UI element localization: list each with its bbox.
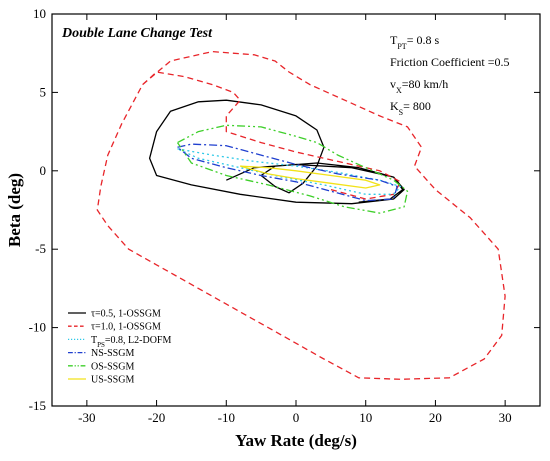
y-axis-title: Beta (deg) <box>5 173 24 247</box>
series-line-4 <box>177 143 398 202</box>
x-tick-label: 10 <box>359 410 372 425</box>
annotation-main: Friction Coefficient =0.5 <box>390 55 510 69</box>
series-line-1 <box>148 99 405 205</box>
legend-label-1: τ=0.5, 1-OSSGM <box>91 309 161 320</box>
legend-main: US-SSGM <box>91 375 134 386</box>
chart-title: Double Lane Change Test <box>61 26 213 41</box>
annotation-main: v <box>390 77 396 91</box>
y-tick-label: -10 <box>29 320 46 335</box>
legend-label-4: NS-SSGM <box>91 348 134 359</box>
series-line-5 <box>176 124 409 214</box>
series-line-3 <box>177 148 402 195</box>
x-tick-label: 20 <box>429 410 442 425</box>
x-tick-label: 30 <box>499 410 512 425</box>
legend-label-3: TPS=0.8, L2-DOFM <box>91 335 171 349</box>
annotation-rest: = 800 <box>403 99 431 113</box>
legend-main: τ=0.5, 1-OSSGM <box>91 309 161 320</box>
parameter-annotations: TPT= 0.8 s Friction Coefficient =0.5 vX=80… <box>390 33 510 117</box>
series-line-2 <box>96 50 506 380</box>
legend: τ=0.5, 1-OSSGM τ=1.0, 1-OSSGM TPS=0.8, L2-… <box>68 309 171 386</box>
legend-main: OS-SSGM <box>91 361 134 372</box>
annotation-main: K <box>390 99 399 113</box>
x-tick-label: -30 <box>78 410 95 425</box>
y-tick-label: 0 <box>40 163 47 178</box>
legend-rest: =0.8, L2-DOFM <box>105 335 172 346</box>
legend-main: τ=1.0, 1-OSSGM <box>91 322 161 333</box>
legend-label-2: τ=1.0, 1-OSSGM <box>91 322 161 333</box>
y-tick-label: 10 <box>33 6 46 21</box>
y-tick-label: 5 <box>40 84 47 99</box>
x-tick-label: -10 <box>218 410 235 425</box>
annotation-rest: = 0.8 s <box>407 33 440 47</box>
x-axis-title: Yaw Rate (deg/s) <box>235 431 357 450</box>
legend-sub: PS <box>97 341 105 349</box>
x-tick-label: -20 <box>148 410 165 425</box>
y-axis: -15 -10 -5 0 5 10 <box>29 6 540 413</box>
annotation-sub: X <box>396 86 402 95</box>
plot-frame <box>51 13 541 407</box>
series-layer <box>96 50 506 380</box>
legend-main: NS-SSGM <box>91 348 134 359</box>
legend-main: T <box>91 335 97 346</box>
y-tick-label: -5 <box>35 241 46 256</box>
annotation-rest: =80 km/h <box>402 77 448 91</box>
annotation-2: Friction Coefficient =0.5 <box>390 55 510 69</box>
legend-label-5: OS-SSGM <box>91 361 134 372</box>
annotation-1: TPT= 0.8 s <box>390 33 439 51</box>
x-tick-label: 0 <box>293 410 300 425</box>
y-tick-label: -15 <box>29 398 46 413</box>
annotation-main: T <box>390 33 398 47</box>
series-line-6 <box>240 165 381 189</box>
annotation-4: KS= 800 <box>390 99 431 117</box>
legend-label-6: US-SSGM <box>91 375 134 386</box>
x-axis: -30 -20 -10 0 10 20 30 <box>78 14 512 425</box>
annotation-sub: S <box>399 108 403 117</box>
annotation-sub: PT <box>397 42 406 51</box>
annotation-3: vX=80 km/h <box>390 77 448 95</box>
